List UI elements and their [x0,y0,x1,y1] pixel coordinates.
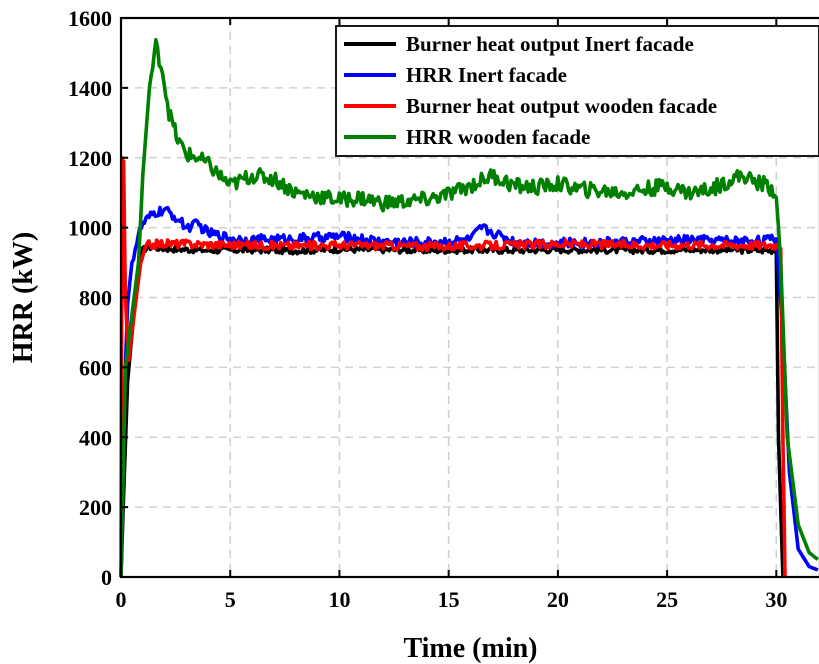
x-tick-label: 15 [438,587,460,612]
y-axis-title: HRR (kW) [8,232,39,363]
y-tick-label: 400 [79,425,112,450]
series-lines [119,38,819,578]
x-tick-label: 20 [547,587,569,612]
axis-ticks: 0 5 10 15 20 25 30 0 200 400 600 800 1000 1200 1400 160… [68,6,787,612]
series-line-2 [119,205,819,578]
series-line-3 [119,156,787,578]
x-tick-label: 10 [328,587,350,612]
legend-label-4: HRR wooden facade [406,125,590,149]
y-tick-label: 1200 [68,146,112,171]
legend: Burner heat output Inert facade HRR Inert… [335,25,819,157]
x-tick-label: 5 [225,587,236,612]
legend-label-2: HRR Inert facade [406,63,567,87]
x-tick-label: 30 [765,587,787,612]
x-axis-title: Time (min) [403,633,537,664]
legend-box [335,25,819,157]
y-tick-label: 600 [79,355,112,380]
grid [121,18,819,577]
y-tick-label: 200 [79,495,112,520]
series-line-4 [119,38,819,578]
legend-label-1: Burner heat output Inert facade [406,32,694,56]
y-tick-label: 1600 [68,6,112,31]
y-tick-label: 800 [79,286,112,311]
x-tick-label: 25 [656,587,678,612]
y-tick-label: 1000 [68,216,112,241]
x-tick-label: 0 [116,587,127,612]
series-line-1 [119,242,785,578]
y-tick-label: 1400 [68,76,112,101]
y-tick-label: 0 [101,565,112,590]
legend-label-3: Burner heat output wooden facade [406,94,717,118]
